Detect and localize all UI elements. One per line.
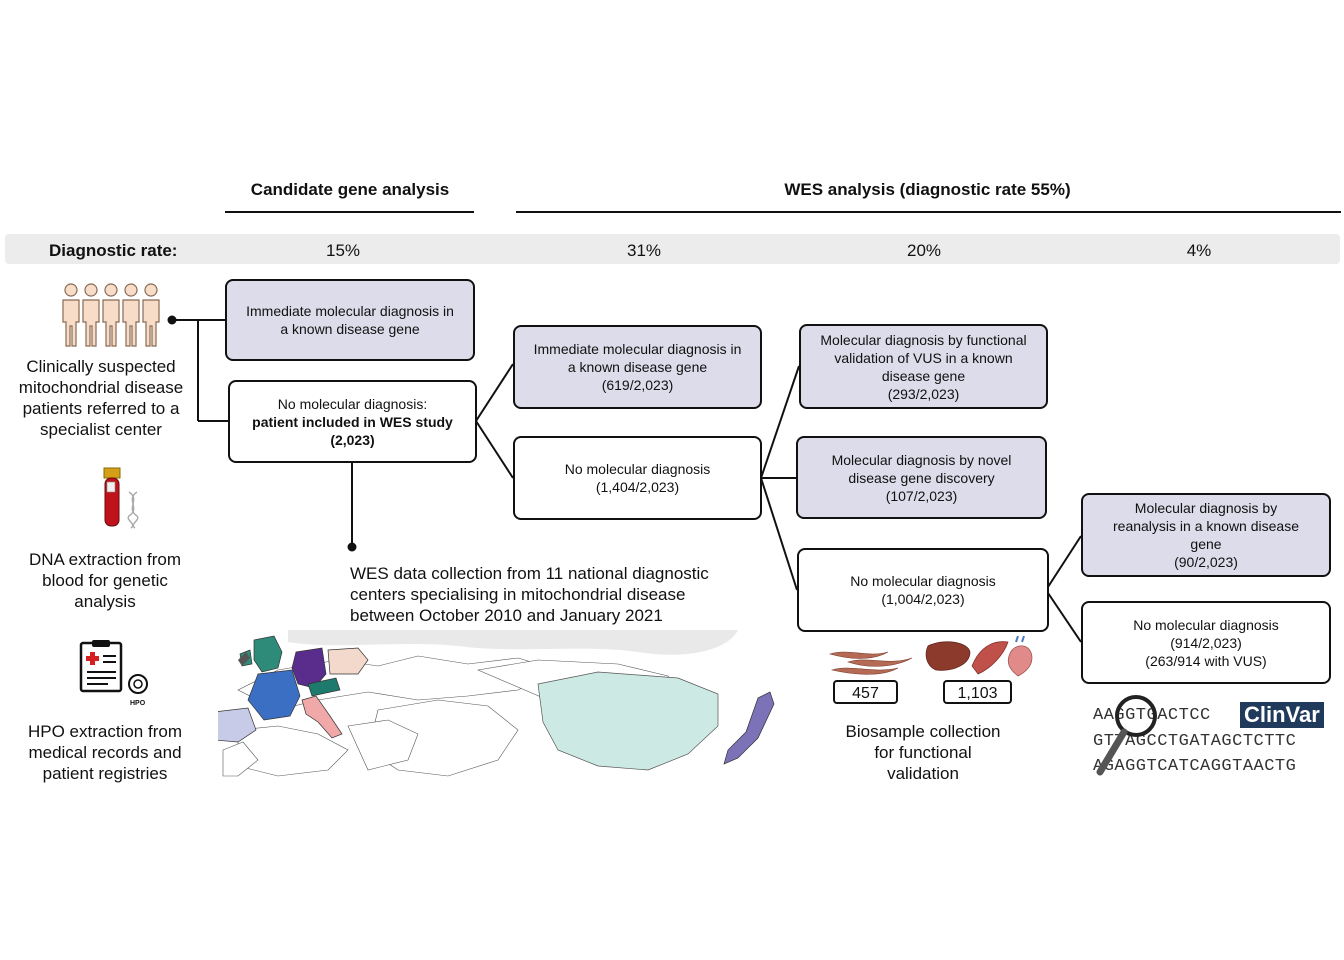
- biosample-caption-line: Biosample collection: [845, 722, 1001, 741]
- rate-immediate-wes: 31%: [626, 241, 662, 260]
- header-candidate-gene-analysis: Candidate gene analysis: [250, 180, 450, 199]
- box-line: (107/2,023): [885, 487, 958, 504]
- box-line: gene: [1190, 536, 1222, 552]
- biosample-count-tissues: 1,103: [943, 680, 1012, 704]
- box-line: disease gene: [881, 367, 966, 384]
- box-line: (914/2,023): [1170, 634, 1242, 651]
- dna-sequence-line-2: GTTAGCCTGATAGCTCTTC: [1093, 732, 1297, 751]
- box-line: (619/2,023): [601, 377, 674, 393]
- box-line: disease gene discovery: [848, 469, 995, 486]
- wes-collection-line: centers specialising in mitochondrial di…: [350, 585, 686, 604]
- biosample-caption: Biosample collection for functional vali…: [832, 721, 1014, 784]
- box-immediate-diagnosis-wes: Immediate molecular diagnosis in a known…: [513, 325, 762, 409]
- map-poland: [327, 647, 369, 675]
- box-line: (1,404/2,023): [595, 479, 680, 495]
- clinvar-logo: ClinVar: [1240, 702, 1324, 728]
- box-no-diagnosis-914: No molecular diagnosis (914/2,023) (263/…: [1081, 601, 1331, 684]
- dna-caption-line: blood for genetic: [42, 571, 168, 590]
- box-line-bold: patient included in WES study: [252, 413, 453, 430]
- map-austria: [307, 677, 341, 697]
- map-china: [537, 671, 719, 771]
- map-italy: [301, 695, 343, 739]
- box-line: Molecular diagnosis by functional: [820, 331, 1027, 348]
- medical-record-clipboard-icon: [79, 640, 148, 694]
- header-wes-analysis: WES analysis (diagnostic rate 55%): [784, 180, 1071, 199]
- patients-caption-line: patients referred to a: [22, 399, 180, 418]
- magnifier-icon: [1096, 695, 1157, 776]
- box-line: reanalysis in a known disease: [1113, 518, 1299, 534]
- connector-dot-patients: [167, 315, 177, 325]
- map-spain: [218, 707, 257, 743]
- box-line: No molecular diagnosis: [850, 573, 996, 589]
- dna-caption-line: DNA extraction from: [28, 550, 182, 569]
- patients-caption: Clinically suspected mitochondrial disea…: [10, 356, 192, 440]
- dna-sequence-line-3: AGAGGTCATCAGGTAACTG: [1093, 757, 1297, 776]
- patients-people-icon: [62, 283, 160, 347]
- biosample-caption-line: for functional: [874, 743, 972, 762]
- box-reanalysis-diagnosis: Molecular diagnosis by reanalysis in a k…: [1081, 493, 1331, 577]
- hpo-caption: HPO extraction from medical records and …: [14, 721, 196, 784]
- patients-caption-line: Clinically suspected: [26, 357, 176, 376]
- box-no-diagnosis-1004: No molecular diagnosis (1,004/2,023): [797, 548, 1049, 632]
- wes-data-collection-text: WES data collection from 11 national dia…: [350, 563, 770, 626]
- box-novel-gene-discovery: Molecular diagnosis by novel disease gen…: [796, 436, 1047, 519]
- box-line: (263/914 with VUS): [1145, 652, 1267, 669]
- organ-tissues-icon: [925, 636, 1033, 677]
- hpo-icon-label: HPO: [130, 700, 146, 707]
- map-france: [247, 669, 301, 721]
- biosample-count-fibroblasts: 457: [833, 680, 898, 704]
- box-line: a known disease gene: [567, 359, 708, 375]
- box-line: validation of VUS in a known: [834, 349, 1013, 366]
- box-line-bold: (2,023): [330, 431, 375, 448]
- box-line: No molecular diagnosis:: [277, 395, 428, 412]
- dna-sequence-line-1: AAGGTGACTCC: [1093, 706, 1211, 725]
- rate-candidate: 15%: [325, 241, 361, 260]
- box-line: a known disease gene: [280, 321, 420, 337]
- map-japan: [723, 691, 775, 765]
- box-immediate-diagnosis-candidate: Immediate molecular diagnosis in a known…: [225, 279, 475, 361]
- hpo-caption-line: medical records and: [28, 743, 182, 762]
- world-map-centers: [218, 630, 778, 778]
- hpo-caption-line: patient registries: [42, 764, 168, 783]
- header-candidate-rule: [225, 211, 474, 213]
- wes-collection-line: between October 2010 and January 2021: [350, 606, 663, 625]
- hpo-caption-line: HPO extraction from: [28, 722, 182, 741]
- diagnostic-rate-band: [5, 234, 1340, 264]
- blood-tube-dna-icon: [103, 467, 139, 529]
- box-line: (293/2,023): [887, 385, 960, 402]
- box-line: (1,004/2,023): [881, 591, 965, 607]
- fibroblast-cells-icon: [828, 651, 913, 675]
- patients-caption-line: specialist center: [40, 420, 162, 439]
- dna-caption-line: analysis: [74, 592, 136, 611]
- patients-caption-line: mitochondrial disease: [18, 378, 184, 397]
- box-line: (90/2,023): [1174, 554, 1238, 570]
- box-functional-validation-vus: Molecular diagnosis by functional valida…: [799, 324, 1048, 409]
- rate-functional-novel: 20%: [906, 241, 942, 260]
- box-no-diagnosis-1404: No molecular diagnosis (1,404/2,023): [513, 436, 762, 520]
- box-line: No molecular diagnosis: [1133, 616, 1279, 633]
- diagnostic-rate-label: Diagnostic rate:: [49, 241, 178, 260]
- header-wes-rule: [516, 211, 1341, 213]
- connector-dot-wes-collection: [347, 542, 357, 552]
- box-line: Molecular diagnosis by: [1134, 500, 1278, 516]
- rate-reanalysis: 4%: [1186, 241, 1212, 260]
- box-included-in-wes-study: No molecular diagnosis: patient included…: [228, 380, 477, 463]
- dna-caption: DNA extraction from blood for genetic an…: [16, 549, 194, 612]
- box-line: Immediate molecular diagnosis in: [246, 303, 454, 319]
- box-line: Immediate molecular diagnosis in: [533, 341, 742, 357]
- biosample-caption-line: validation: [887, 764, 959, 783]
- wes-collection-line: WES data collection from 11 national dia…: [350, 564, 709, 583]
- box-line: No molecular diagnosis: [564, 461, 711, 477]
- map-uk: [253, 635, 283, 673]
- box-line: Molecular diagnosis by novel: [831, 451, 1012, 468]
